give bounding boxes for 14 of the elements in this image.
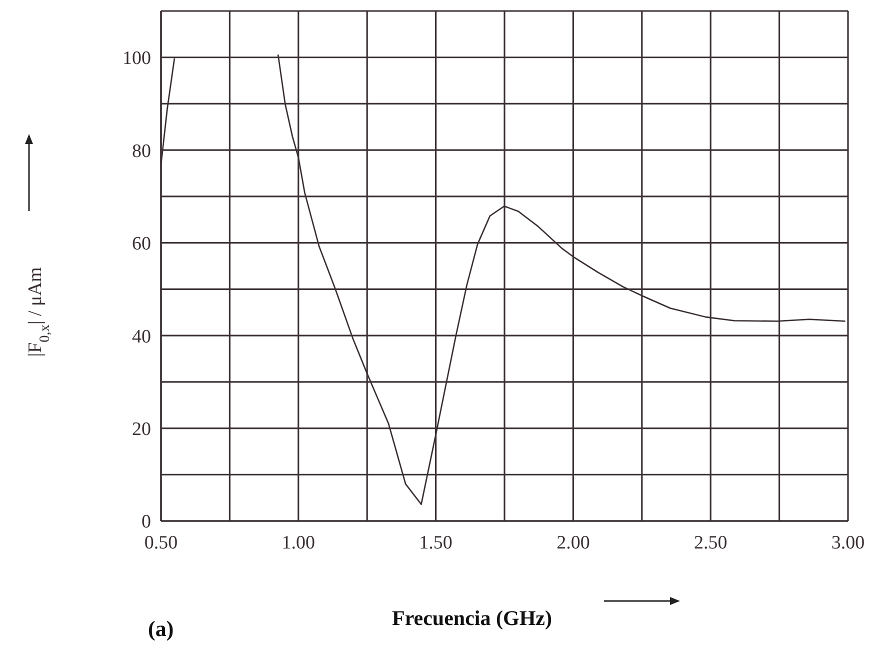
x-tick-label: 2.50 (694, 532, 728, 554)
y-tick-label: 60 (132, 234, 151, 255)
y-tick-label: 40 (132, 326, 151, 348)
x-tick-label: 1.00 (282, 532, 316, 554)
x-tick-label: 1.50 (419, 532, 452, 554)
y-tick-label: 20 (132, 419, 151, 440)
text: (a) (148, 616, 174, 641)
y-tick-label: 0 (142, 512, 151, 533)
y-tick-label: 100 (122, 48, 151, 70)
x-tick-label: 0.50 (144, 532, 178, 554)
x-tick-label: 3.00 (831, 532, 865, 554)
x-tick-label: 2.00 (556, 532, 590, 554)
y-tick-label: 80 (132, 140, 151, 162)
x-axis-title: Frecuencia (GHz) (392, 606, 552, 630)
